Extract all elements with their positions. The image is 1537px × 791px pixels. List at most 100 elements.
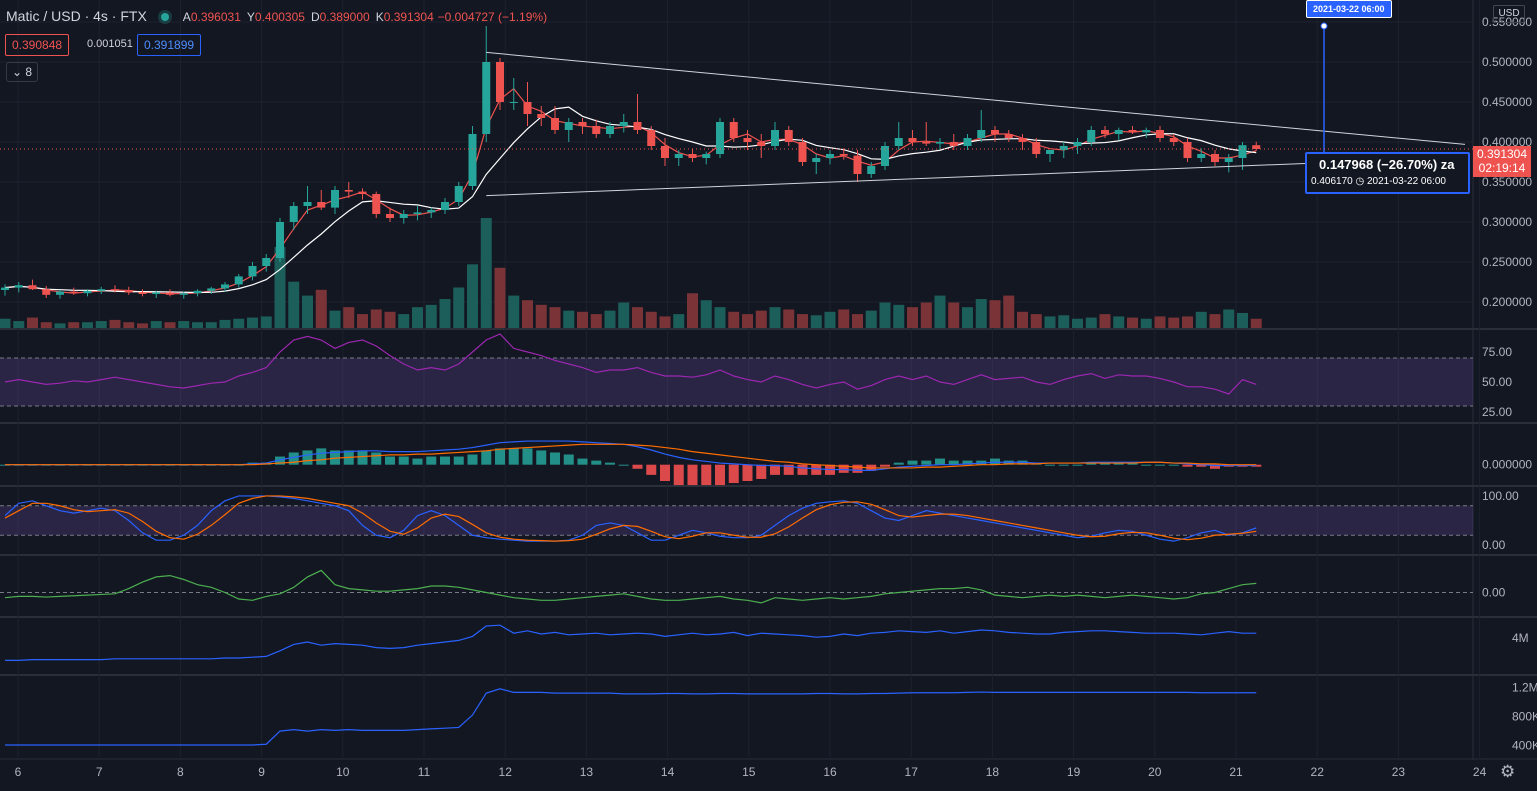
close-value: 0.391304	[383, 10, 434, 24]
measure-start-point	[1320, 22, 1328, 30]
volume-bar	[150, 321, 162, 328]
candle-body	[564, 122, 573, 130]
ma-slow-line	[4, 106, 1257, 294]
x-tick-label: 16	[823, 765, 837, 779]
y-tick-label: 0.400000	[1482, 135, 1532, 149]
indicator-tick-label: 25.00	[1482, 405, 1512, 419]
candle-body	[111, 289, 119, 291]
candle-body	[193, 290, 202, 294]
volume-bar	[920, 302, 932, 328]
volume-bar	[948, 302, 960, 328]
currency-button[interactable]: USD	[1493, 5, 1525, 23]
x-tick-label: 6	[15, 765, 22, 779]
indicator-count: 8	[25, 65, 33, 79]
candle-body	[606, 126, 614, 134]
candle-body	[1, 287, 9, 290]
candle-body	[1059, 146, 1068, 150]
volume-bar	[865, 310, 877, 328]
indicators-toggle[interactable]: ⌄ 8	[6, 62, 38, 82]
macd-histogram-bar	[632, 464, 643, 469]
candle-body	[289, 206, 298, 222]
indicator-tick-label: 75.00	[1482, 345, 1512, 359]
candle-body	[1169, 138, 1178, 142]
macd-histogram-bar	[605, 462, 615, 465]
measure-change: 0.147968 (−26.70%) za	[1319, 157, 1455, 172]
volume-bar	[893, 304, 905, 328]
volume-bar	[632, 307, 643, 328]
candle-body	[1197, 154, 1206, 158]
gear-icon[interactable]: ⚙	[1500, 762, 1516, 781]
rsi-line	[4, 333, 1257, 395]
x-tick-label: 8	[177, 765, 184, 779]
measure-target: 0.406170 ◷ 2021-03-22 06:00	[1311, 176, 1446, 187]
volume-bar	[357, 314, 368, 328]
macd-histogram-bar	[948, 460, 959, 465]
macd-histogram-bar	[935, 458, 945, 465]
spread-value: 0.001051	[87, 38, 133, 50]
macd-histogram-bar	[508, 448, 519, 465]
trendline-upper	[486, 51, 1466, 145]
volume-bar	[398, 314, 410, 328]
candle-body	[14, 285, 23, 288]
indicator-tick-label: 400K	[1512, 739, 1537, 753]
candle-body	[1114, 130, 1123, 134]
volume-bar	[1003, 295, 1015, 328]
volume-bar	[824, 311, 836, 328]
candle-body	[633, 122, 642, 130]
volume-bar	[219, 319, 231, 328]
macd-histogram-bar	[563, 454, 574, 465]
volume-bar	[27, 317, 38, 328]
macd-histogram-bar	[522, 448, 533, 465]
candle-body	[853, 155, 862, 174]
high-key: Y	[246, 10, 255, 24]
volume-bar	[1044, 316, 1056, 328]
volume-bar	[1223, 309, 1235, 328]
volume-bar	[783, 309, 795, 328]
x-tick-label: 24	[1473, 765, 1487, 779]
macd-histogram-bar	[371, 452, 382, 465]
macd-histogram-bar	[302, 450, 313, 465]
candle-body	[551, 118, 559, 130]
candle-body	[317, 202, 326, 208]
candle-body	[977, 130, 986, 138]
volume-bar	[769, 307, 781, 328]
macd-histogram-bar	[907, 460, 918, 465]
x-tick-label: 18	[986, 765, 1000, 779]
macd-histogram-bar	[852, 464, 863, 473]
volume-bar	[425, 304, 437, 328]
macd-histogram-bar	[330, 450, 340, 465]
macd-histogram-bar	[357, 450, 368, 465]
macd-histogram-bar	[536, 450, 547, 465]
macd-histogram-bar	[990, 458, 1000, 465]
candle-body	[427, 210, 436, 213]
macd-histogram-bar	[838, 464, 849, 473]
candle-body	[207, 288, 216, 291]
candle-body	[1101, 130, 1109, 134]
volume-bar	[645, 311, 657, 328]
candle-body	[991, 130, 999, 134]
candle-body	[922, 142, 931, 144]
candle-body	[166, 292, 174, 295]
macd-histogram-bar	[1127, 462, 1138, 465]
chevron-down-icon: ⌄	[11, 65, 23, 79]
x-tick-label: 11	[418, 765, 431, 779]
candle-body	[881, 146, 889, 166]
volume-bar	[1154, 316, 1166, 328]
macd-histogram-bar	[728, 464, 739, 484]
buy-price-button[interactable]: 0.391899	[137, 34, 202, 56]
x-tick-label: 7	[96, 765, 103, 779]
sell-price-button[interactable]: 0.390848	[5, 34, 70, 56]
volume-bar	[673, 314, 685, 328]
volume-bar	[604, 310, 616, 328]
candle-body	[661, 146, 669, 158]
candle-body	[1211, 154, 1219, 162]
candle-body	[757, 142, 766, 146]
volume-bar	[123, 322, 135, 328]
volume-bar	[1209, 314, 1221, 328]
candle-body	[949, 142, 958, 146]
symbol-title[interactable]: Matic / USD · 4s · FTX	[6, 8, 147, 24]
volume-bar	[563, 310, 575, 328]
macd-histogram-bar	[921, 460, 932, 465]
candle-body	[537, 114, 546, 118]
